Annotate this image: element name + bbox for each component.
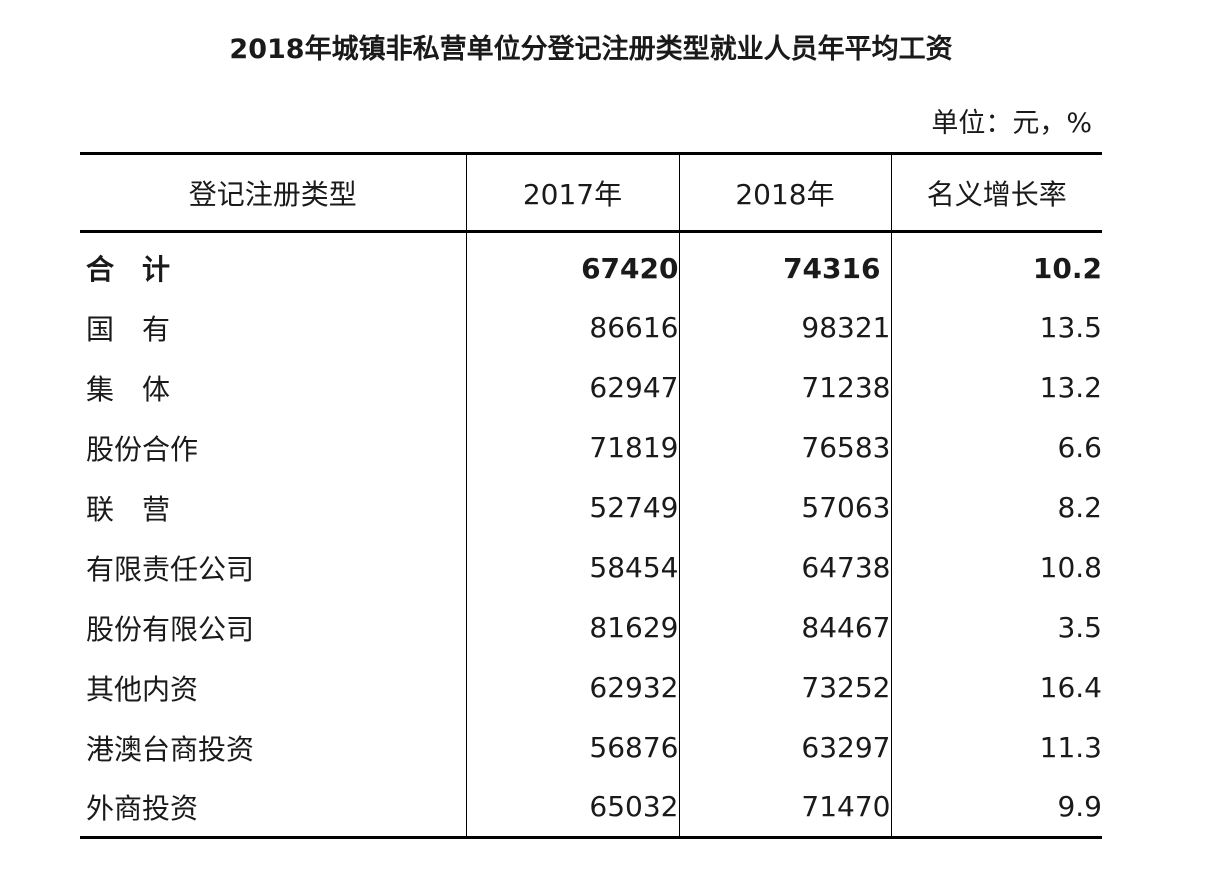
row-value-2017: 58454 [465, 537, 679, 598]
row-value-growth: 10.2 [890, 231, 1102, 298]
row-type-label: 有限责任公司 [86, 552, 255, 586]
table-row: 港澳台商投资 56876 63297 11.3 [80, 717, 1102, 778]
column-header-type: 登记注册类型 [188, 177, 357, 211]
row-value-growth: 11.3 [890, 717, 1102, 778]
table-row: 其他内资 62932 73252 16.4 [80, 657, 1102, 718]
row-value-2018: 84467 [678, 597, 891, 658]
row-value-growth: 3.5 [890, 597, 1102, 658]
table-header: 登记注册类型 2017年 2018年 名义增长率 [80, 153, 1102, 232]
row-value-2018: 64738 [678, 537, 891, 598]
row-value-2017: 52749 [465, 477, 679, 538]
row-value-2017: 62947 [465, 357, 679, 418]
row-value-growth: 10.8 [890, 537, 1102, 598]
column-header-2017: 2017年 [465, 153, 679, 232]
header-row: 登记注册类型 2017年 2018年 名义增长率 [80, 153, 1102, 232]
row-type-label: 合 计 [86, 253, 171, 287]
row-value-2017: 67420 [465, 231, 679, 298]
row-value-growth: 13.5 [890, 297, 1102, 358]
row-value-growth: 16.4 [890, 657, 1102, 718]
row-value-2017: 71819 [465, 417, 679, 478]
row-value-2018: 73252 [678, 657, 891, 718]
row-value-growth: 8.2 [890, 477, 1102, 538]
row-type-label: 股份有限公司 [86, 612, 255, 646]
row-value-2017: 62932 [465, 657, 679, 718]
table-row: 集 体 62947 71238 13.2 [80, 357, 1102, 418]
row-value-2018: 63297 [678, 717, 891, 778]
row-value-2018: 98321 [678, 297, 891, 358]
row-type-label: 外商投资 [80, 777, 466, 839]
row-type-label: 国 有 [86, 312, 171, 346]
table-row: 国 有 86616 98321 13.5 [80, 297, 1102, 358]
row-type-label: 港澳台商投资 [86, 732, 255, 766]
table-row: 联 营 52749 57063 8.2 [80, 477, 1102, 538]
row-value-2018: 74316 [678, 231, 891, 298]
table-row: 有限责任公司 58454 64738 10.8 [80, 537, 1102, 598]
row-value-2017: 56876 [465, 717, 679, 778]
table-row: 股份有限公司 81629 84467 3.5 [80, 597, 1102, 658]
row-value-2018: 71470 [678, 777, 891, 839]
unit-label: 单位：元，% [931, 108, 1092, 139]
row-value-2017: 65032 [465, 777, 679, 839]
row-value-growth: 6.6 [890, 417, 1102, 478]
column-header-2018: 2018年 [678, 153, 891, 232]
row-type-label: 股份合作 [86, 432, 199, 466]
page-title: 2018年城镇非私营单位分登记注册类型就业人员年平均工资 [229, 34, 953, 65]
row-value-2018: 71238 [678, 357, 891, 418]
column-header-growth: 名义增长率 [890, 153, 1102, 232]
table-row: 股份合作 71819 76583 6.6 [80, 417, 1102, 478]
row-value-2018: 76583 [678, 417, 891, 478]
row-value-2017: 86616 [465, 297, 679, 358]
wage-table: 登记注册类型 2017年 2018年 名义增长率 合 计 67420 74316… [80, 152, 1102, 839]
row-value-2018: 57063 [678, 477, 891, 538]
row-type-label: 其他内资 [86, 672, 199, 706]
table-body: 合 计 67420 74316 10.2 国 有 86616 98321 13.… [80, 231, 1102, 839]
row-value-2017: 81629 [465, 597, 679, 658]
table-row: 外商投资 65032 71470 9.9 [80, 777, 1102, 839]
table-row-total: 合 计 67420 74316 10.2 [80, 231, 1102, 298]
row-value-growth: 9.9 [890, 777, 1102, 839]
row-value-growth: 13.2 [890, 357, 1102, 418]
row-type-label: 集 体 [86, 372, 171, 406]
row-type-label: 联 营 [86, 492, 171, 526]
